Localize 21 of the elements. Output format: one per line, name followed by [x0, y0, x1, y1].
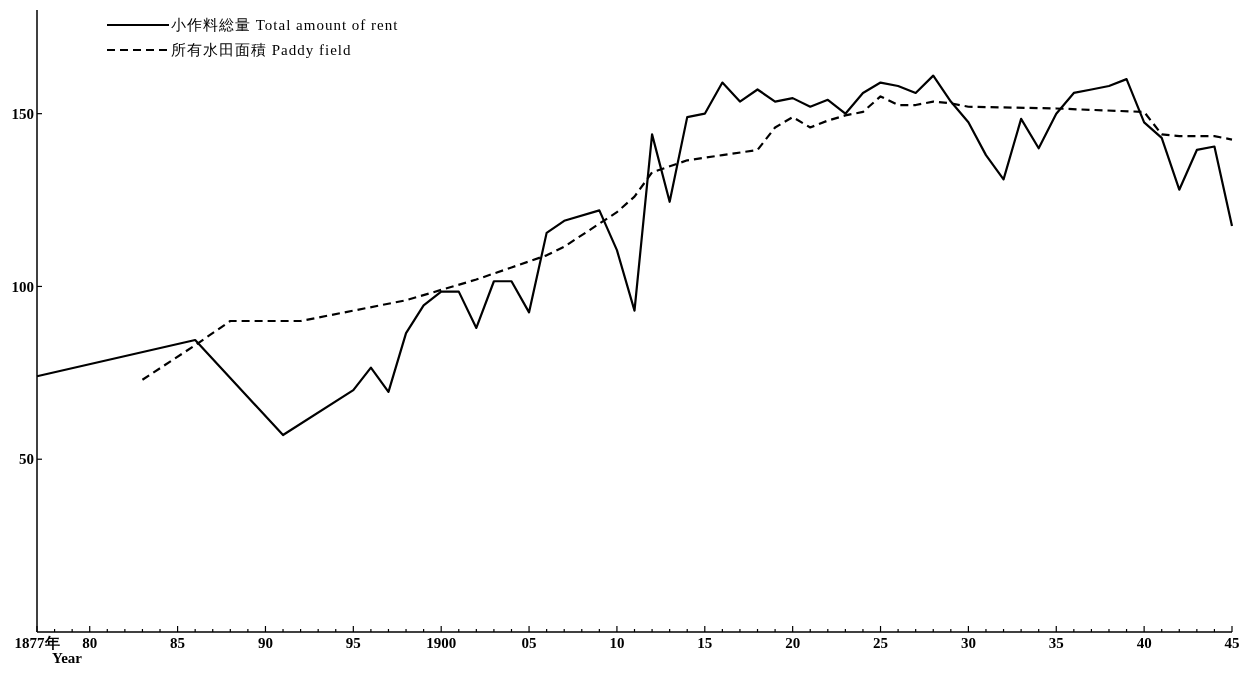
x-tick-label: 35 [1048, 635, 1064, 651]
x-tick-label: 1900 [426, 635, 457, 651]
y-tick-label: 50 [19, 451, 34, 468]
x-tick-label: 15 [697, 635, 713, 651]
x-tick-label: 85 [170, 635, 186, 651]
x-tick-label: 95 [345, 635, 361, 651]
x-tick-label: 20 [785, 635, 801, 651]
x-tick-label: 90 [257, 635, 273, 651]
legend-label: 所有水田面積 Paddy field [171, 42, 352, 59]
x-tick-label: 10 [609, 635, 625, 651]
x-axis-title: Year [52, 650, 83, 666]
x-tick-label: 05 [521, 635, 537, 651]
x-tick-label: 30 [960, 635, 976, 651]
y-tick-label: 100 [11, 278, 34, 295]
y-tick-label: 150 [11, 105, 34, 122]
legend-label: 小作料総量 Total amount of rent [171, 17, 399, 34]
x-tick-label: 25 [873, 635, 889, 651]
x-tick-label: 40 [1136, 635, 1152, 651]
x-tick-label: 45 [1224, 635, 1240, 651]
x-tick-label: 80 [82, 635, 98, 651]
x-tick-label: 1877年 [14, 635, 60, 651]
